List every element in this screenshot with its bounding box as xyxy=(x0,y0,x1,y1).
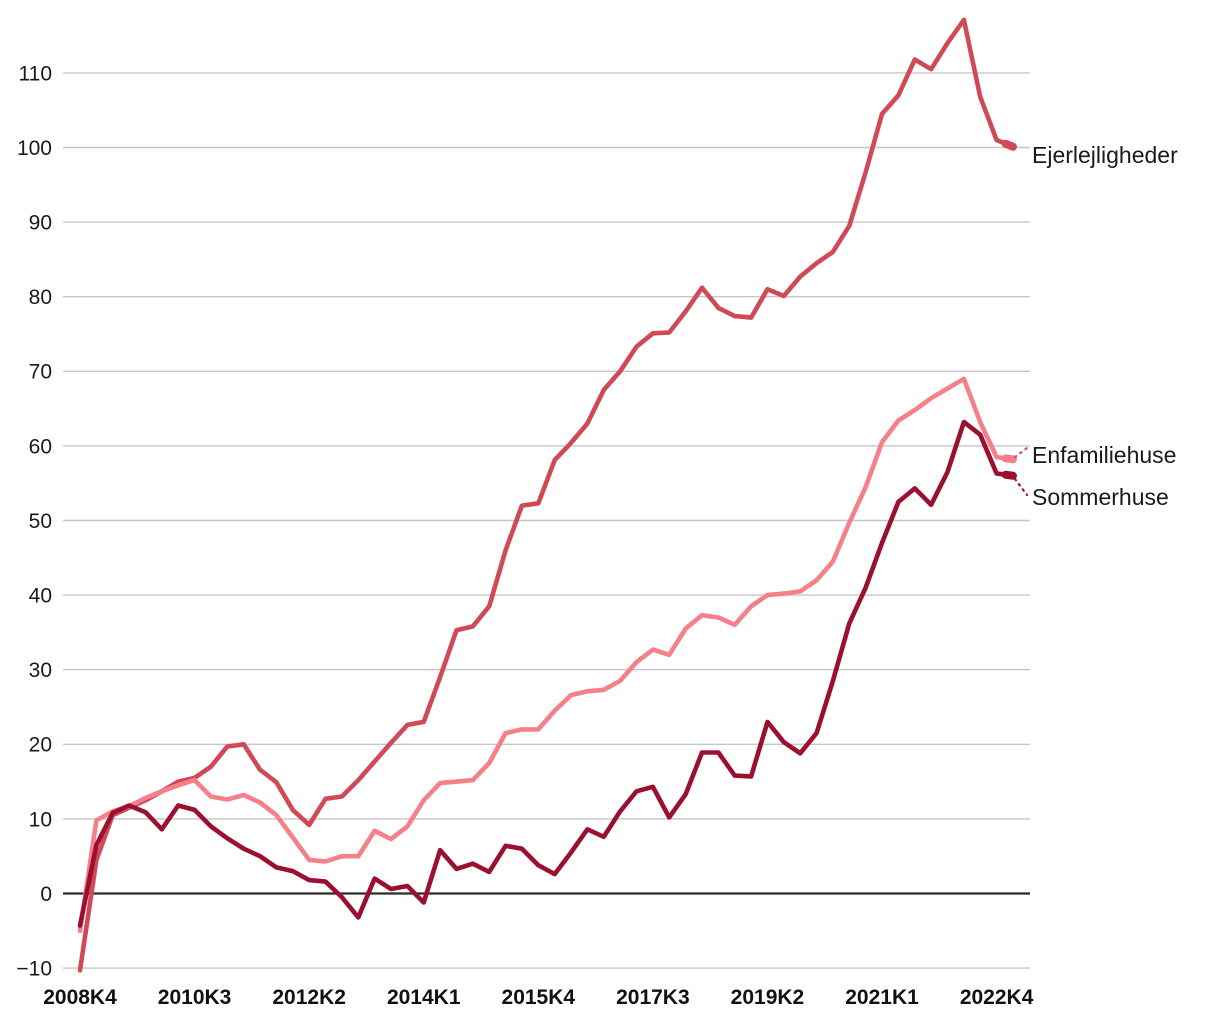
x-tick-label: 2012K2 xyxy=(272,986,346,1009)
y-tick-label: 30 xyxy=(29,659,52,682)
series-line-sommerhuse xyxy=(77,419,1016,928)
y-axis-labels: −10 0 10 20 30 40 50 60 70 80 90 100 110 xyxy=(16,62,52,980)
x-tick-label: 2010K3 xyxy=(158,986,232,1009)
x-tick-label: 2015K4 xyxy=(502,986,576,1009)
series-end-cap xyxy=(1001,139,1017,151)
series-lines xyxy=(77,17,1017,973)
leader-line-sommerhuse xyxy=(1013,477,1029,497)
y-tick-label: 20 xyxy=(29,734,52,757)
x-tick-label: 2022K4 xyxy=(960,986,1034,1009)
y-tick-label: 10 xyxy=(29,808,52,831)
series-line-enfamiliehuse xyxy=(77,376,1016,934)
series-line-ejerlejligheder xyxy=(77,17,1016,973)
x-tick-label: 2017K3 xyxy=(616,986,690,1009)
gridlines xyxy=(63,72,1030,969)
series-end-cap xyxy=(1001,470,1017,480)
series-label-ejerlejligheder: Ejerlejligheder xyxy=(1032,142,1178,168)
label-leader-lines xyxy=(1013,446,1029,497)
x-axis-labels: 2008K4 2010K3 2012K2 2014K1 2015K4 2017K3 2019… xyxy=(43,986,1033,1009)
x-tick-label: 2019K2 xyxy=(731,986,805,1009)
y-tick-label: 60 xyxy=(29,435,52,458)
series-end-cap xyxy=(1001,454,1017,464)
x-tick-label: 2014K1 xyxy=(387,986,461,1009)
y-tick-label: 50 xyxy=(29,510,52,533)
series-label-enfamiliehuse: Enfamiliehuse xyxy=(1032,442,1176,468)
y-tick-label: −10 xyxy=(16,957,52,980)
y-tick-label: 80 xyxy=(29,286,52,309)
series-labels: Ejerlejligheder Enfamiliehuse Sommerhuse xyxy=(1032,142,1178,510)
x-tick-label: 2008K4 xyxy=(43,986,117,1009)
x-tick-label: 2021K1 xyxy=(845,986,919,1009)
y-tick-label: 110 xyxy=(19,62,52,85)
y-tick-label: 90 xyxy=(29,211,52,234)
y-tick-label: 0 xyxy=(40,883,52,906)
y-tick-label: 100 xyxy=(17,137,52,160)
series-label-sommerhuse: Sommerhuse xyxy=(1032,484,1169,510)
y-tick-label: 40 xyxy=(29,584,52,607)
y-tick-label: 70 xyxy=(29,361,52,384)
leader-line-enfamiliehuse xyxy=(1013,446,1029,459)
